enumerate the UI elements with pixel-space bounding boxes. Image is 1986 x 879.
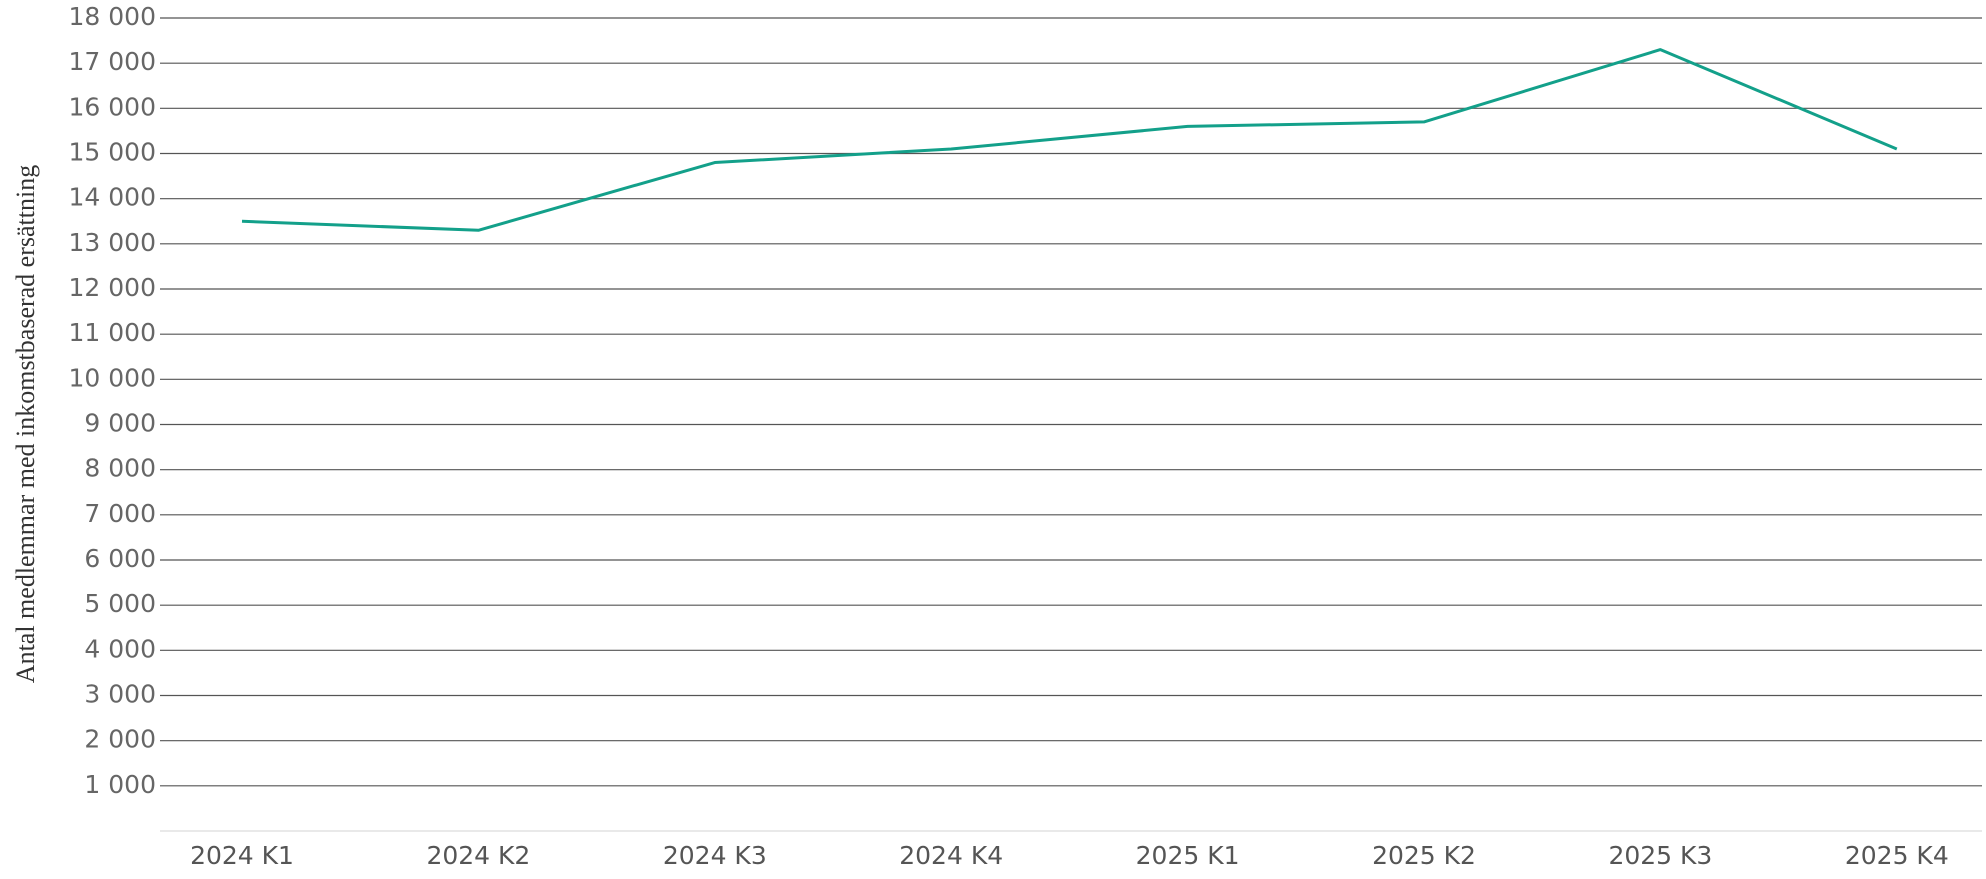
x-tick-label: 2025 K3	[1608, 841, 1712, 870]
x-tick-label: 2025 K4	[1845, 841, 1949, 870]
x-tick-label: 2025 K2	[1372, 841, 1476, 870]
y-tick-label: 1 000	[84, 770, 156, 799]
y-tick-label: 13 000	[69, 228, 156, 257]
y-tick-label: 14 000	[69, 183, 156, 212]
y-tick-label: 11 000	[69, 318, 156, 347]
y-tick-label: 15 000	[69, 138, 156, 167]
x-tick-label: 2024 K2	[426, 841, 530, 870]
x-tick-label: 2024 K1	[190, 841, 294, 870]
x-tick-label: 2024 K4	[899, 841, 1003, 870]
y-tick-label: 4 000	[84, 634, 156, 663]
y-tick-label: 2 000	[84, 725, 156, 754]
y-tick-label: 12 000	[69, 273, 156, 302]
y-tick-label: 8 000	[84, 454, 156, 483]
x-tick-label: 2024 K3	[663, 841, 767, 870]
y-tick-label: 16 000	[69, 92, 156, 121]
y-tick-label: 3 000	[84, 680, 156, 709]
y-tick-label: 6 000	[84, 544, 156, 573]
y-tick-label: 10 000	[69, 363, 156, 392]
y-tick-label: 18 000	[69, 2, 156, 31]
y-tick-label: 5 000	[84, 589, 156, 618]
y-tick-label: 7 000	[84, 499, 156, 528]
x-tick-label: 2025 K1	[1136, 841, 1240, 870]
line-series	[241, 48, 1898, 232]
y-axis-title: Antal medlemmar med inkomstbaserad ersät…	[11, 165, 40, 683]
y-tick-label: 9 000	[84, 409, 156, 438]
y-tick-label: 17 000	[69, 47, 156, 76]
